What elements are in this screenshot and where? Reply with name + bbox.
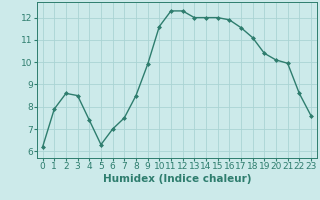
X-axis label: Humidex (Indice chaleur): Humidex (Indice chaleur): [102, 174, 251, 184]
